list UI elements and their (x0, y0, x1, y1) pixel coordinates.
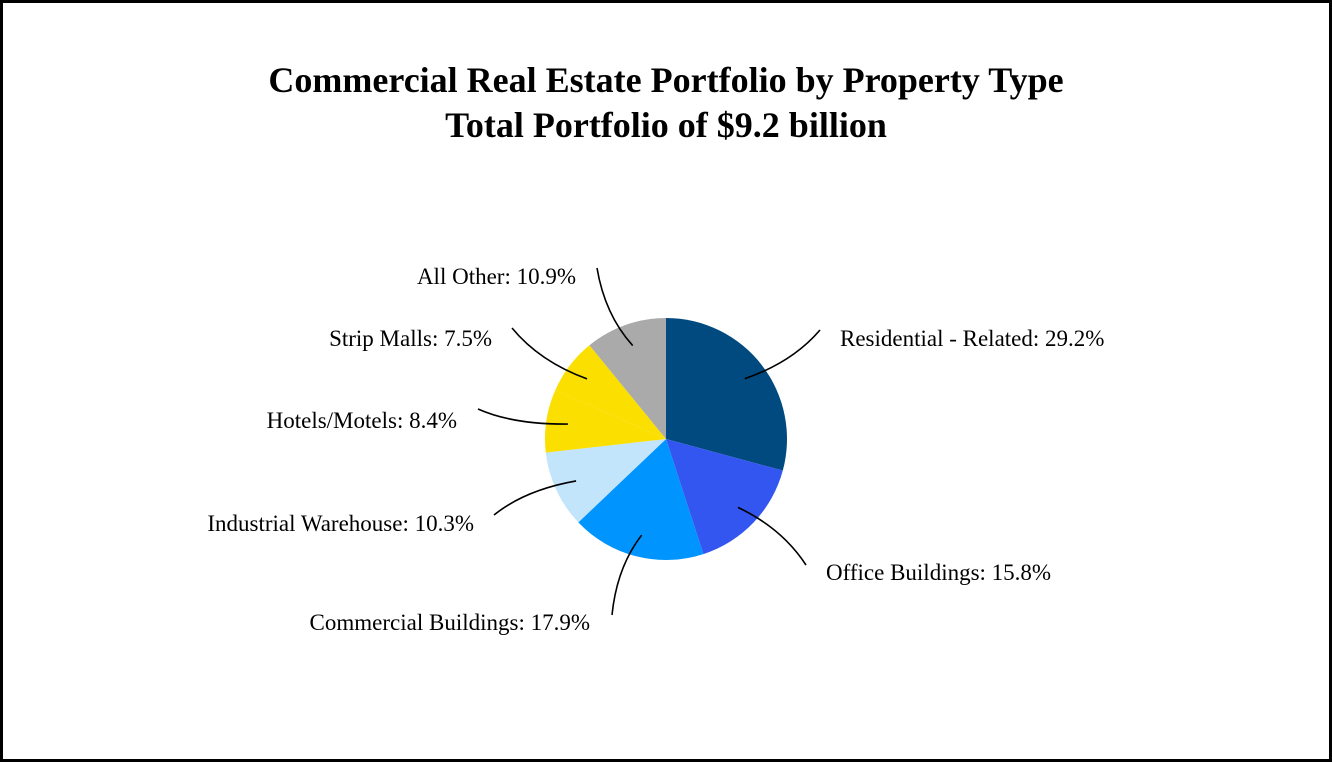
pie-slice-strip-malls (555, 345, 666, 439)
slice-label-industrial-warehouse: Industrial Warehouse: 10.3% (207, 511, 474, 536)
slice-label-residential-related: Residential - Related: 29.2% (840, 326, 1104, 351)
leader-lines (477, 267, 821, 616)
slice-label-commercial-buildings: Commercial Buildings: 17.9% (310, 610, 590, 635)
pie-slice-residential-related (666, 318, 787, 471)
leader-line-strip-malls (511, 327, 588, 380)
leader-line-hotels-motels (477, 408, 568, 425)
pie-slice-all-other (589, 318, 666, 439)
chart-subtitle: Total Portfolio of $9.2 billion (445, 105, 887, 145)
pie-slice-office-buildings (666, 439, 783, 555)
slice-label-all-other: All Other: 10.9% (417, 264, 576, 289)
slice-labels: Residential - Related: 29.2% Office Build… (207, 264, 1104, 635)
leader-line-office-buildings (737, 506, 807, 566)
pie-slices (545, 318, 787, 560)
slice-label-hotels-motels: Hotels/Motels: 8.4% (267, 408, 457, 433)
leader-line-residential-related (744, 329, 821, 380)
chart-titles: Commercial Real Estate Portfolio by Prop… (0, 58, 1332, 148)
pie-slice-commercial-buildings (578, 439, 704, 560)
chart-title: Commercial Real Estate Portfolio by Prop… (268, 60, 1064, 100)
pie-slice-industrial-warehouse (545, 439, 666, 523)
pie-slice-hotels-motels (545, 390, 666, 453)
slice-label-office-buildings: Office Buildings: 15.8% (826, 560, 1051, 585)
leader-line-all-other (596, 267, 634, 347)
slice-label-strip-malls: Strip Malls: 7.5% (329, 326, 492, 351)
leader-line-commercial-buildings (611, 534, 643, 616)
leader-line-industrial-warehouse (493, 480, 577, 516)
